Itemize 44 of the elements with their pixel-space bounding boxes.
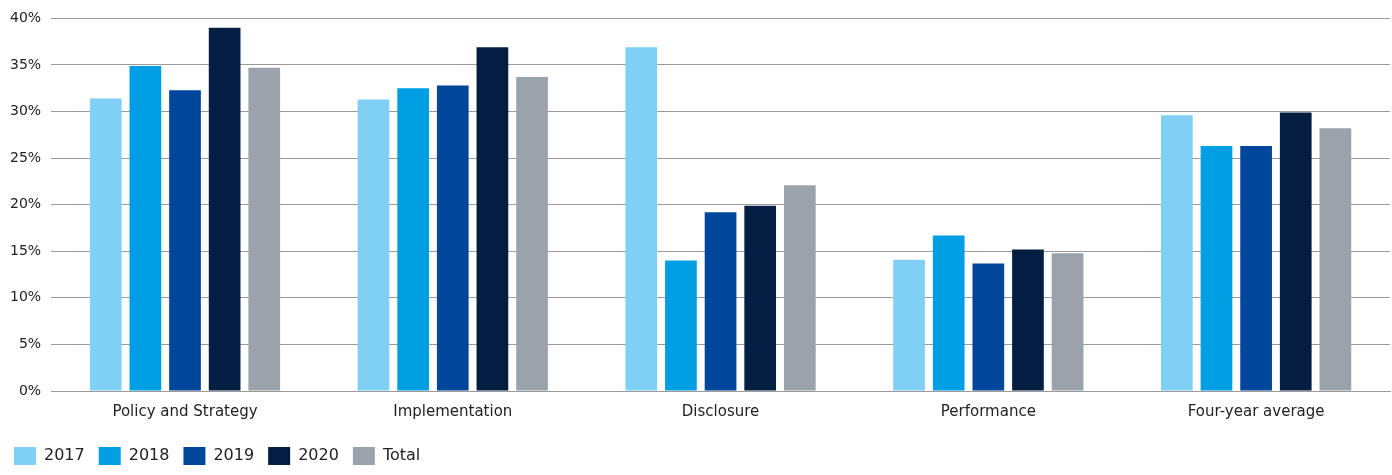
- bar: [1279, 112, 1312, 391]
- legend-label: 2017: [44, 445, 85, 465]
- bar: [397, 88, 429, 391]
- bar: [625, 47, 658, 391]
- x-tick-label: Performance: [940, 401, 1036, 420]
- bar: [783, 185, 816, 391]
- y-tick-label: 10%: [9, 288, 42, 305]
- y-tick-label: 25%: [9, 148, 42, 165]
- bar: [436, 85, 469, 391]
- bar: [357, 99, 390, 391]
- x-tick-label: Implementation: [393, 401, 513, 420]
- y-tick-label: 20%: [9, 195, 42, 212]
- bar: [665, 260, 697, 391]
- x-tick-label: Four-year average: [1187, 401, 1325, 420]
- bar: [1051, 253, 1084, 391]
- bar: [129, 65, 162, 391]
- y-tick-label: 40%: [9, 9, 42, 26]
- bar: [1240, 146, 1272, 391]
- bar: [972, 263, 1005, 391]
- bar: [208, 27, 241, 391]
- bar: [1012, 249, 1044, 391]
- x-tick-label: Disclosure: [681, 401, 760, 420]
- bar: [704, 212, 737, 391]
- bar: [744, 205, 777, 391]
- bar: [169, 90, 201, 391]
- bar: [248, 67, 281, 391]
- bar: [1200, 146, 1233, 391]
- y-tick-label: 15%: [9, 241, 42, 258]
- legend-label: 2019: [213, 445, 255, 465]
- bar: [89, 98, 122, 391]
- bar: [1319, 128, 1352, 391]
- bar: [893, 259, 925, 391]
- y-tick-label: 30%: [9, 102, 42, 119]
- legend-label: 2020: [298, 445, 339, 465]
- bar: [476, 47, 509, 391]
- y-tick-label: 0%: [18, 381, 42, 398]
- legend-label: 2018: [128, 445, 170, 465]
- bar: [516, 77, 548, 391]
- bar: [1161, 115, 1193, 391]
- x-tick-label: Policy and Strategy: [112, 401, 258, 420]
- legend-label: Total: [381, 445, 421, 465]
- bar: [932, 235, 965, 391]
- y-tick-label: 5%: [18, 335, 42, 352]
- y-tick-label: 35%: [9, 55, 42, 72]
